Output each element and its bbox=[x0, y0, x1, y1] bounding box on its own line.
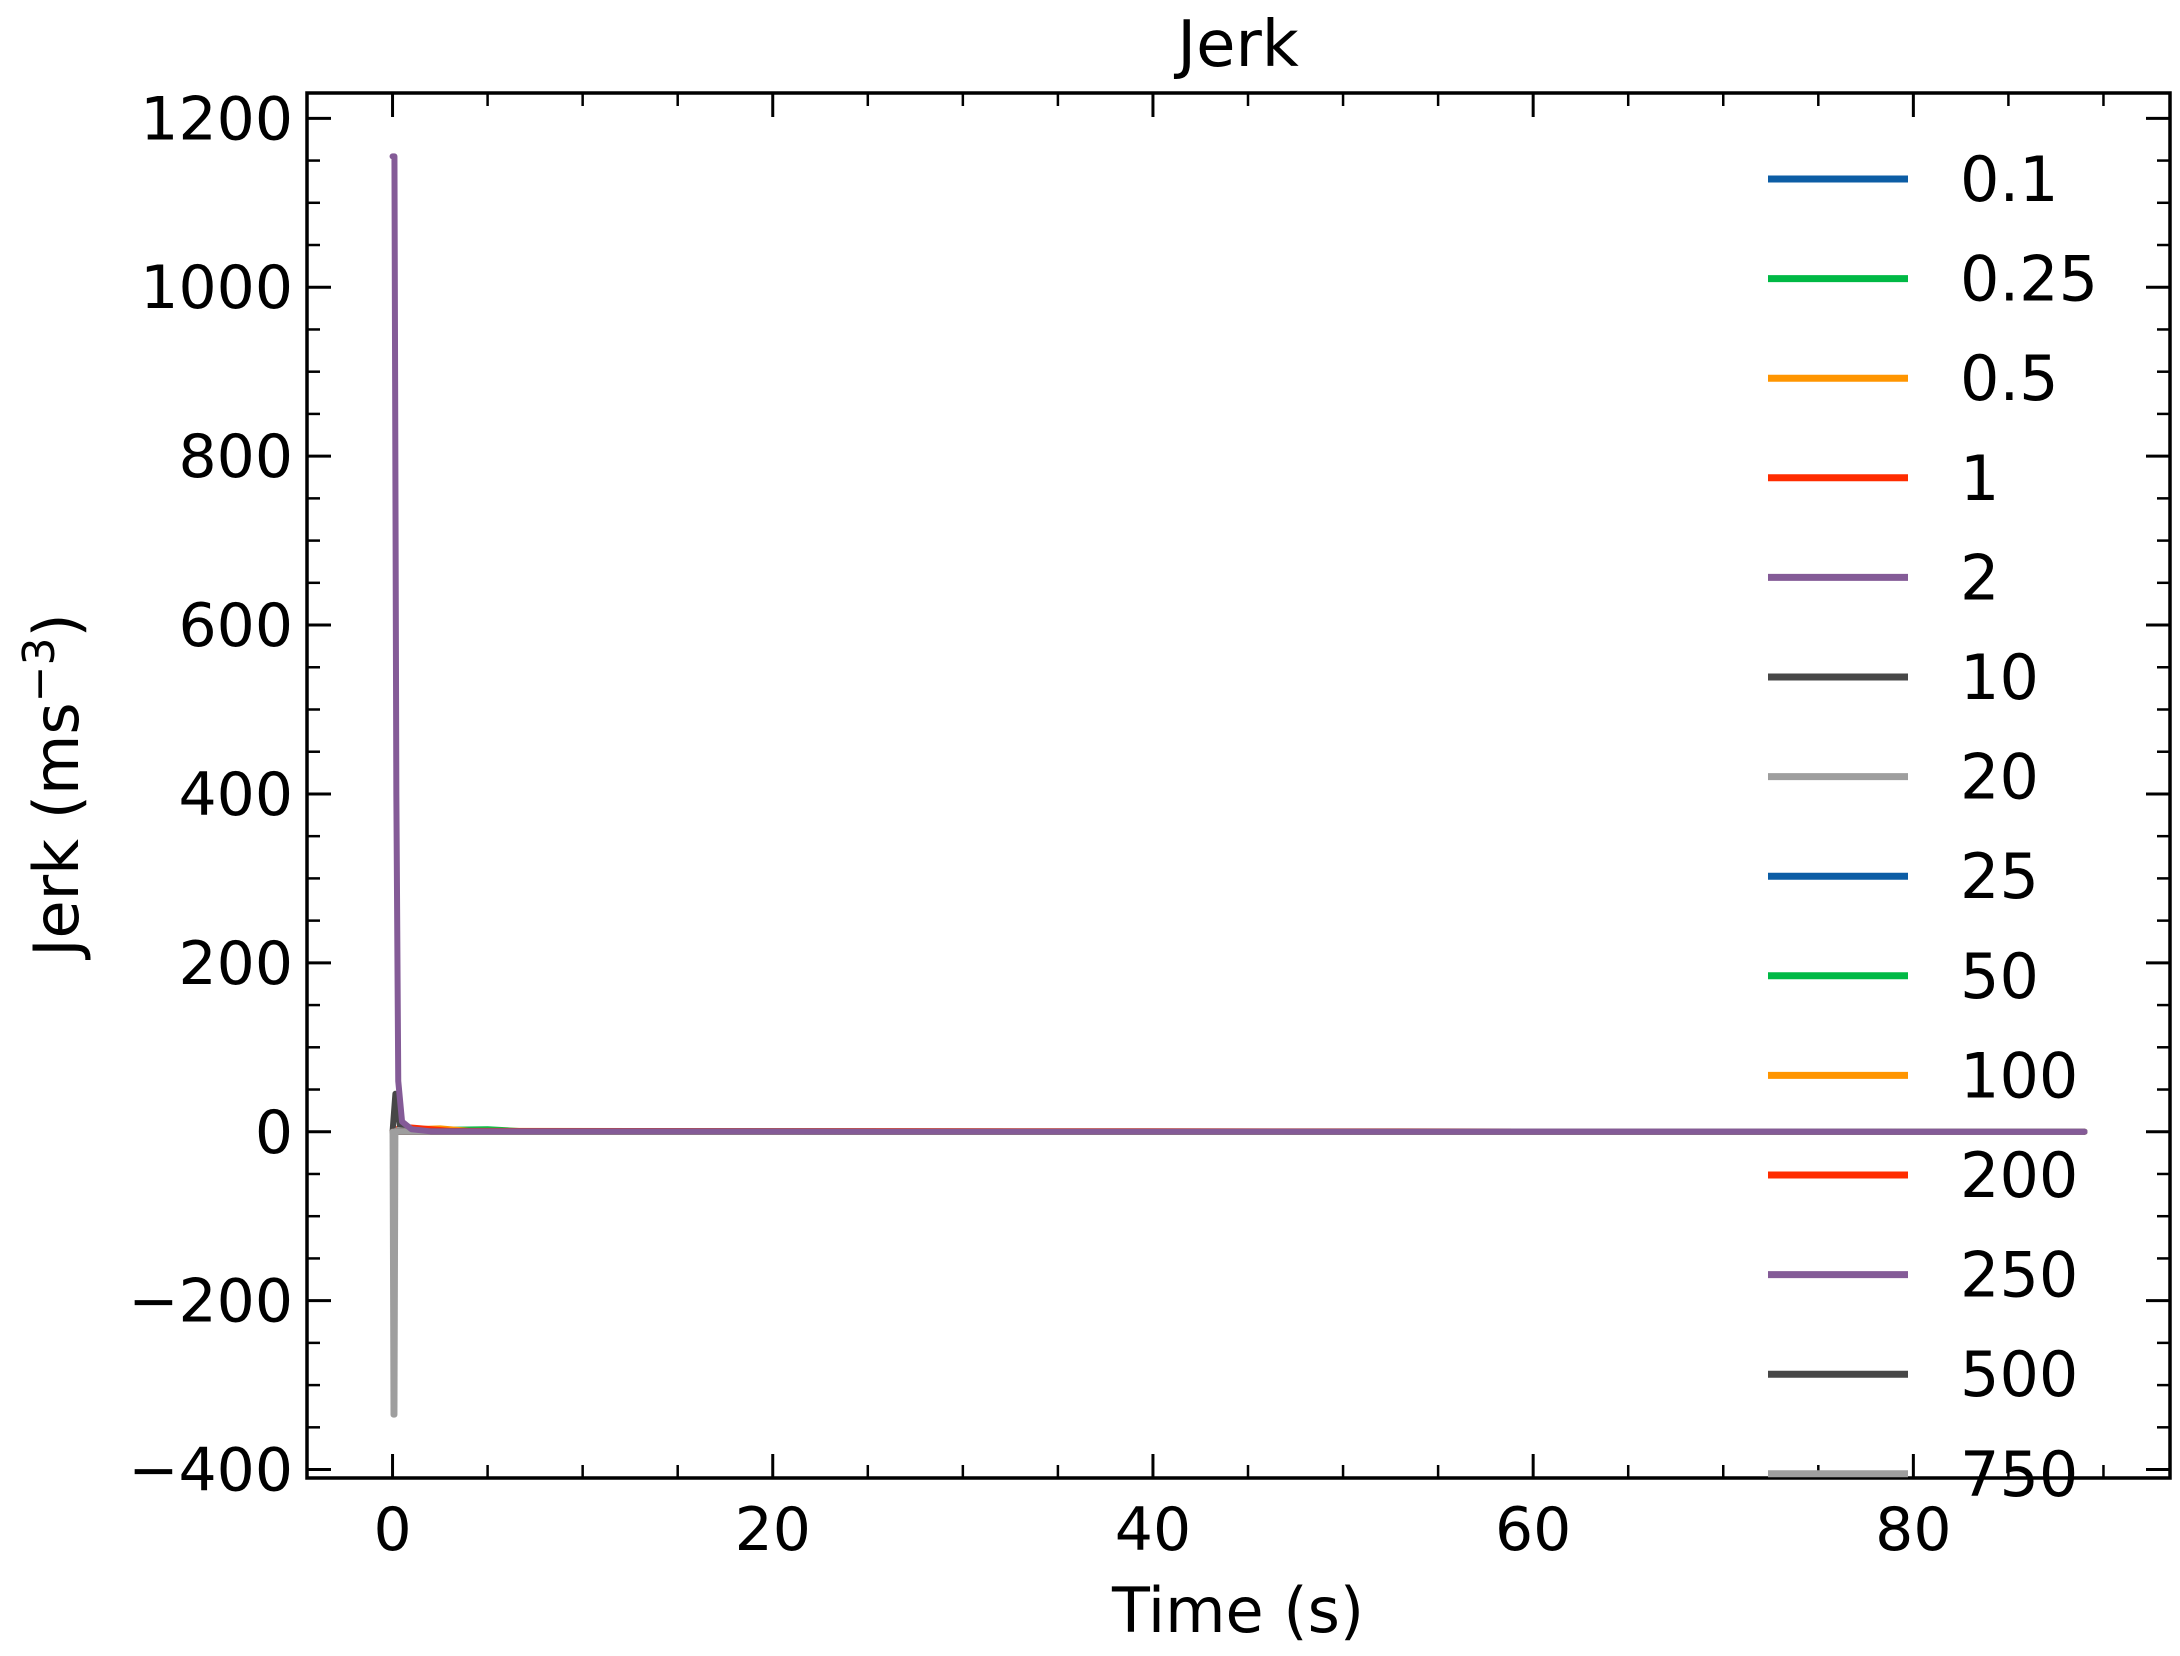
legend-label: 0.1 bbox=[1960, 143, 2059, 216]
legend: 0.1 0.25 0.5 1 2 10 20 25 50 100 200 250 500 750 bbox=[1768, 143, 2098, 1511]
legend-entry-0.1: 0.1 bbox=[1768, 143, 2059, 216]
series-line-2 bbox=[389, 153, 2088, 1135]
x-tick-label: 80 bbox=[1875, 1495, 1951, 1565]
x-axis-label: Time (s) bbox=[1111, 1574, 1364, 1647]
legend-entry-500: 500 bbox=[1768, 1338, 2078, 1411]
y-tick-label: 800 bbox=[178, 422, 293, 492]
legend-label: 100 bbox=[1960, 1039, 2078, 1112]
legend-entry-250: 250 bbox=[1768, 1239, 2078, 1312]
legend-entry-50: 50 bbox=[1768, 940, 2039, 1013]
y-tick-label: −400 bbox=[128, 1436, 293, 1506]
x-tick-label: 60 bbox=[1495, 1495, 1571, 1565]
legend-entry-10: 10 bbox=[1768, 641, 2039, 714]
legend-label: 1 bbox=[1960, 442, 1999, 515]
legend-label: 10 bbox=[1960, 641, 2039, 714]
legend-entry-0.5: 0.5 bbox=[1768, 342, 2059, 415]
y-tick-label: 1000 bbox=[140, 253, 293, 323]
chart-title: Jerk bbox=[1173, 8, 1299, 82]
legend-entry-2: 2 bbox=[1768, 541, 1999, 614]
legend-label: 25 bbox=[1960, 840, 2039, 913]
legend-entry-1: 1 bbox=[1768, 442, 1999, 515]
legend-label: 250 bbox=[1960, 1239, 2078, 1312]
axis-tick-labels: 0 20 40 60 80 −400 −200 0 200 400 600 800 1000 1200 bbox=[128, 84, 1951, 1565]
legend-label: 750 bbox=[1960, 1438, 2078, 1511]
legend-label: 0.5 bbox=[1960, 342, 2059, 415]
x-tick-label: 20 bbox=[735, 1495, 811, 1565]
legend-entry-200: 200 bbox=[1768, 1139, 2078, 1212]
x-tick-label: 0 bbox=[373, 1495, 411, 1565]
legend-entry-20: 20 bbox=[1768, 741, 2039, 814]
y-tick-label: 600 bbox=[178, 591, 293, 661]
y-tick-label: 400 bbox=[178, 760, 293, 830]
legend-label: 2 bbox=[1960, 541, 1999, 614]
legend-entry-750: 750 bbox=[1768, 1438, 2078, 1511]
y-tick-label: 0 bbox=[255, 1098, 293, 1168]
legend-entry-100: 100 bbox=[1768, 1039, 2078, 1112]
legend-label: 20 bbox=[1960, 741, 2039, 814]
axis-ticks bbox=[307, 93, 2170, 1478]
y-tick-label: 200 bbox=[178, 929, 293, 999]
legend-label: 50 bbox=[1960, 940, 2039, 1013]
legend-entry-25: 25 bbox=[1768, 840, 2039, 913]
plot-frame bbox=[305, 91, 2172, 1480]
legend-entry-0.25: 0.25 bbox=[1768, 243, 2098, 316]
legend-label: 200 bbox=[1960, 1139, 2078, 1212]
legend-label: 500 bbox=[1960, 1338, 2078, 1411]
y-tick-label: −200 bbox=[128, 1267, 293, 1337]
y-tick-label: 1200 bbox=[140, 84, 293, 154]
y-axis-label: Jerk (ms−3) bbox=[14, 613, 93, 961]
x-tick-label: 40 bbox=[1115, 1495, 1191, 1565]
series-layer bbox=[389, 153, 2088, 1418]
legend-label: 0.25 bbox=[1960, 243, 2098, 316]
